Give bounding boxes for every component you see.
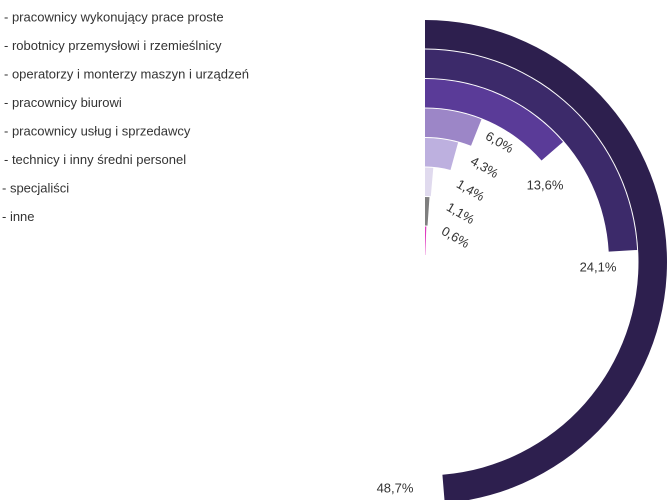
- arc-bar: [425, 20, 667, 500]
- legend-entry: - robotnicy przemysłowi i rzemieślnicy: [4, 38, 222, 53]
- value-label: 1,4%: [454, 176, 488, 204]
- arc-bar: [425, 108, 482, 146]
- arc-bar: [425, 226, 427, 256]
- arc-bar: [425, 197, 430, 226]
- value-label: 0,6%: [439, 223, 473, 251]
- value-label: 4,3%: [468, 153, 502, 181]
- legend-entry: - pracownicy usług i sprzedawcy: [4, 123, 191, 138]
- value-label: 48,7%: [377, 480, 414, 495]
- legend-entry: - pracownicy biurowi: [4, 95, 122, 110]
- arc-bar: [425, 79, 564, 161]
- legend-entry: - technicy i inny średni personel: [4, 152, 186, 167]
- legend-entry: - operatorzy i monterzy maszyn i urządze…: [4, 66, 249, 81]
- arc-bar: [425, 167, 434, 197]
- arc-bar: [425, 49, 638, 252]
- value-label: 1,1%: [444, 199, 478, 227]
- legend-entry: - specjaliści: [2, 180, 69, 195]
- legend-entry: - inne: [2, 209, 35, 224]
- arc-bar: [425, 138, 459, 170]
- value-label: 13,6%: [527, 177, 564, 192]
- legend-entry: - pracownicy wykonujący prace proste: [4, 9, 224, 24]
- value-label: 24,1%: [580, 259, 617, 274]
